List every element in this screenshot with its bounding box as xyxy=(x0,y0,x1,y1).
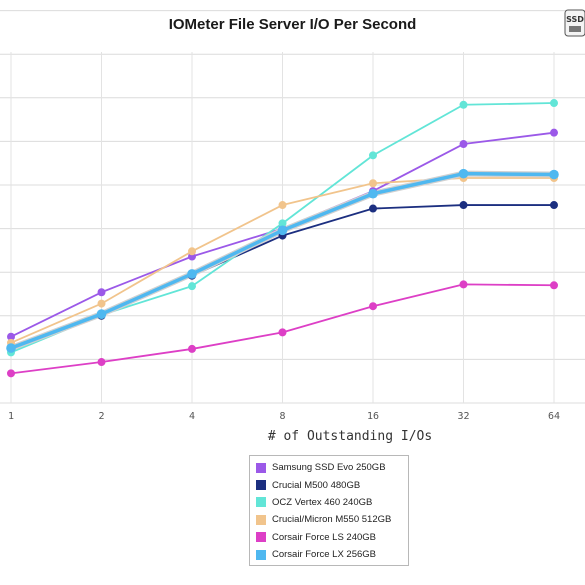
legend-item-6: Corsair Force LX 256GB xyxy=(250,546,408,563)
legend-swatch xyxy=(256,532,266,543)
x-tick-label-4: 4 xyxy=(189,411,195,422)
data-point-s2-32 xyxy=(459,201,468,210)
legend-label: Corsair Force LX 256GB xyxy=(272,549,377,561)
data-point-s1-1 xyxy=(7,332,15,341)
data-point-s2-64 xyxy=(550,201,558,210)
data-point-s5-32 xyxy=(459,280,468,289)
legend: Samsung SSD Evo 250GB Crucial M500 480GB O… xyxy=(249,455,409,567)
legend-item-3: OCZ Vertex 460 240GB xyxy=(250,494,408,511)
x-tick-label-64: 64 xyxy=(548,411,560,422)
legend-swatch xyxy=(256,480,266,491)
legend-label: Crucial/Micron M550 512GB xyxy=(272,514,392,526)
legend-swatch xyxy=(256,462,266,473)
data-point-s6-4 xyxy=(187,269,197,279)
data-point-s5-8 xyxy=(278,328,287,337)
data-point-s3-8 xyxy=(278,219,287,228)
x-tick-label-32: 32 xyxy=(457,411,469,422)
legend-swatch xyxy=(256,514,266,525)
data-point-s6-8 xyxy=(277,225,288,236)
data-point-s1-2 xyxy=(97,288,106,297)
legend-swatch xyxy=(256,497,266,508)
x-axis-label: # of Outstanding I/Os xyxy=(267,429,433,444)
grid-lines xyxy=(0,10,585,404)
legend-label: Crucial M500 480GB xyxy=(272,479,361,491)
data-point-s4-16 xyxy=(369,179,377,188)
data-point-s3-32 xyxy=(459,100,468,109)
legend-item-1: Samsung SSD Evo 250GB xyxy=(250,459,408,476)
data-point-s5-1 xyxy=(7,369,15,378)
data-point-s4-8 xyxy=(278,201,287,210)
data-point-s2-16 xyxy=(369,204,377,213)
chart-title: IOMeter File Server I/O Per Second xyxy=(168,16,417,33)
legend-label: Samsung SSD Evo 250GB xyxy=(272,462,386,474)
data-point-s6-64 xyxy=(549,169,559,180)
data-point-s3-16 xyxy=(369,151,377,160)
data-point-s1-32 xyxy=(459,140,468,149)
legend-item-4: Crucial/Micron M550 512GB xyxy=(250,511,408,528)
legend-label: OCZ Vertex 460 240GB xyxy=(272,496,373,508)
logo-text: SSD xyxy=(566,15,584,24)
series-points xyxy=(6,99,559,378)
data-point-s1-64 xyxy=(550,128,558,137)
x-tick-label-1: 1 xyxy=(8,411,14,422)
data-point-s4-4 xyxy=(188,247,196,256)
data-point-s5-2 xyxy=(97,358,106,367)
legend-swatch xyxy=(256,549,266,560)
data-point-s5-64 xyxy=(550,281,558,290)
x-tick-label-2: 2 xyxy=(98,411,104,422)
legend-item-2: Crucial M500 480GB xyxy=(250,476,408,493)
data-point-s3-4 xyxy=(188,282,196,291)
data-point-s5-16 xyxy=(369,302,377,311)
legend-label: Corsair Force LS 240GB xyxy=(272,531,377,543)
legend-item-5: Corsair Force LS 240GB xyxy=(250,529,408,546)
data-point-s6-32 xyxy=(458,168,469,179)
data-point-s4-2 xyxy=(97,299,106,308)
x-tick-label-8: 8 xyxy=(279,411,285,422)
data-point-s6-1 xyxy=(6,343,16,353)
x-tick-labels: 1 2 4 8 16 32 64 xyxy=(8,411,560,422)
data-point-s5-4 xyxy=(188,344,196,353)
data-point-s3-64 xyxy=(550,99,558,108)
x-tick-label-16: 16 xyxy=(367,411,379,422)
data-point-s6-2 xyxy=(96,309,107,319)
data-point-s6-16 xyxy=(368,188,378,199)
site-logo: SSD xyxy=(562,8,585,38)
